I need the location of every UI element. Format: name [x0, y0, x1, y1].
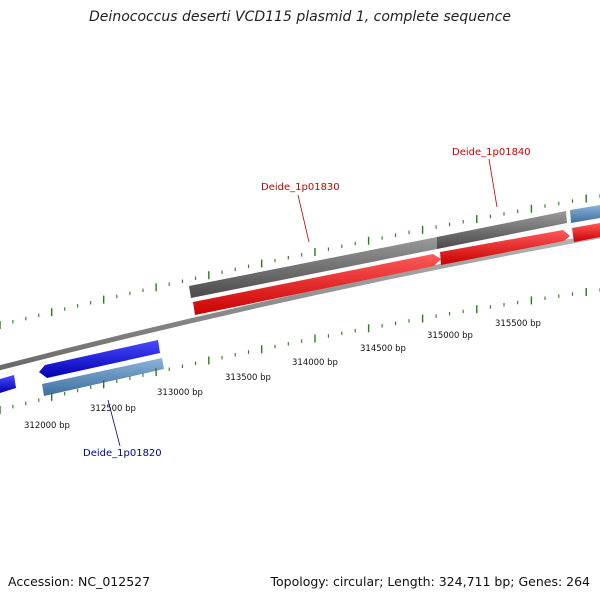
- cds-feature-deide-1p01830[interactable]: [193, 254, 441, 315]
- tick-label-312000: 312000 bp: [24, 421, 70, 431]
- tick-label-313000: 313000 bp: [157, 388, 203, 398]
- gene-feature-deide-1p01830[interactable]: [189, 237, 437, 298]
- leader-line-deide-1p01840: [488, 158, 498, 208]
- tick-label-315500: 315500 bp: [495, 319, 541, 329]
- leader-line-deide-1p01820: [107, 399, 121, 447]
- leader-line-deide-1p01830: [297, 194, 310, 243]
- backbone-line: [0, 233, 600, 371]
- cds-feature-prev[interactable]: [0, 375, 16, 393]
- tick-label-314000: 314000 bp: [292, 358, 338, 368]
- tick-label-315000: 315000 bp: [427, 331, 473, 341]
- tick-label-314500: 314500 bp: [360, 344, 406, 354]
- sequence-summary: Topology: circular; Length: 324,711 bp; …: [270, 574, 591, 589]
- gene-feature-deide-1p01840[interactable]: [437, 211, 567, 249]
- cds-feature-deide-1p01840[interactable]: [440, 230, 570, 265]
- tick-label-312500: 312500 bp: [90, 404, 136, 414]
- gene-label-deide-1p01830[interactable]: Deide_1p01830: [261, 182, 340, 193]
- gene-label-deide-1p01820[interactable]: Deide_1p01820: [83, 448, 162, 459]
- map-title: Deinococcus deserti VCD115 plasmid 1, co…: [89, 9, 511, 25]
- gene-feature-right-edge[interactable]: [570, 205, 600, 223]
- cds-feature-deide-1p01820[interactable]: [39, 340, 160, 378]
- accession-label: Accession: NC_012527: [8, 574, 151, 589]
- tick-row-bottom: [0, 288, 600, 414]
- cds-feature-next[interactable]: [572, 223, 600, 242]
- gene-label-deide-1p01840[interactable]: Deide_1p01840: [452, 147, 531, 158]
- gene-feature-deide-1p01820[interactable]: [42, 358, 164, 396]
- tick-row-top: [0, 194, 600, 329]
- tick-label-313500: 313500 bp: [225, 373, 271, 383]
